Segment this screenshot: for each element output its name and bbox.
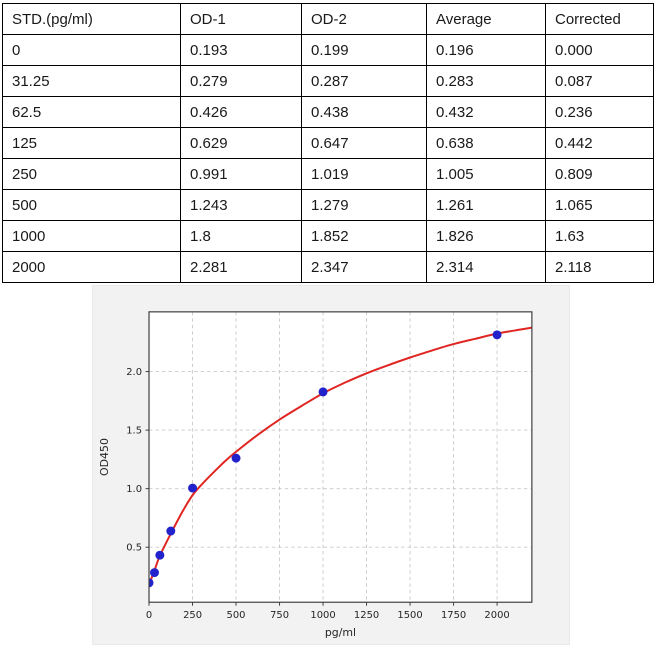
table-row: 500 1.243 1.279 1.261 1.065: [2, 189, 654, 221]
table-cell: 1.019: [301, 158, 427, 190]
table-cell: 1.261: [426, 189, 546, 221]
table-row: 2000 2.281 2.347 2.314 2.118: [2, 251, 654, 283]
table-cell: 2.118: [545, 251, 654, 283]
standards-table: STD.(pg/ml) OD-1 OD-2 Average Corrected 0 0.1…: [2, 3, 654, 283]
x-tick-label: 1250: [354, 610, 379, 621]
table-row: 250 0.991 1.019 1.005 0.809: [2, 158, 654, 190]
table-row: 0 0.193 0.199 0.196 0.000: [2, 34, 654, 66]
table-cell: 1.005: [426, 158, 546, 190]
x-tick-label: 2000: [484, 610, 509, 621]
table-cell: 1.63: [545, 220, 654, 252]
table-cell: 2000: [2, 251, 181, 283]
table-cell: 31.25: [2, 65, 181, 97]
y-tick-label: 0.5: [126, 543, 142, 554]
table-cell: 1.8: [180, 220, 302, 252]
table-cell: 0.199: [301, 34, 427, 66]
x-tick-label: 750: [270, 610, 289, 621]
table-cell: 0.193: [180, 34, 302, 66]
standard-curve-chart: 0 250 500 750 1000 1250 1500 1750 2000 0.5 1.0 1.5 2…: [98, 311, 533, 639]
table-cell: 125: [2, 127, 181, 159]
data-point: [231, 453, 241, 463]
y-tick-label: 1.0: [126, 484, 142, 495]
column-header: OD-1: [180, 3, 302, 35]
x-tick-label: 500: [227, 610, 246, 621]
y-axis-label: OD450: [98, 438, 111, 476]
x-tick-label: 1750: [441, 610, 466, 621]
x-tick-label: 1000: [310, 610, 335, 621]
table-cell: 500: [2, 189, 181, 221]
y-tick-label: 2.0: [126, 367, 142, 378]
data-point: [492, 330, 502, 340]
data-point: [166, 526, 176, 536]
plot-border: [148, 311, 533, 603]
fit-curve: [149, 326, 532, 585]
table-cell: 2.314: [426, 251, 546, 283]
table-cell: 1.826: [426, 220, 546, 252]
table-cell: 1.065: [545, 189, 654, 221]
table-cell: 0.196: [426, 34, 546, 66]
table-row: 62.5 0.426 0.438 0.432 0.236: [2, 96, 654, 128]
table-cell: 1.243: [180, 189, 302, 221]
plot-area: [149, 311, 532, 603]
data-point: [150, 568, 159, 578]
column-header: OD-2: [301, 3, 427, 35]
table-cell: 0.438: [301, 96, 427, 128]
table-cell: 0.279: [180, 65, 302, 97]
data-point: [188, 483, 198, 493]
table-cell: 62.5: [2, 96, 181, 128]
table-cell: 0.647: [301, 127, 427, 159]
table-cell: 250: [2, 158, 181, 190]
table-row: 1000 1.8 1.852 1.826 1.63: [2, 220, 654, 252]
column-header: Average: [426, 3, 546, 35]
y-tick-label: 1.5: [126, 426, 142, 437]
data-point: [318, 387, 328, 397]
data-point: [155, 550, 165, 560]
table-cell: 0.283: [426, 65, 546, 97]
table-cell: 0.629: [180, 127, 302, 159]
table-cell: 1.852: [301, 220, 427, 252]
column-header: Corrected: [545, 3, 654, 35]
table-cell: 0: [2, 34, 181, 66]
standard-curve-figure: 0 250 500 750 1000 1250 1500 1750 2000 0.5 1.0 1.5 2…: [92, 285, 570, 645]
table-cell: 0.287: [301, 65, 427, 97]
table-cell: 0.638: [426, 127, 546, 159]
table-header-row: STD.(pg/ml) OD-1 OD-2 Average Corrected: [2, 3, 654, 35]
table-cell: 0.809: [545, 158, 654, 190]
x-tick-label: 0: [146, 610, 152, 621]
table-cell: 1000: [2, 220, 181, 252]
x-tick-label: 250: [183, 610, 202, 621]
table-row: 31.25 0.279 0.287 0.283 0.087: [2, 65, 654, 97]
table-cell: 0.236: [545, 96, 654, 128]
table-row: 125 0.629 0.647 0.638 0.442: [2, 127, 654, 159]
data-point: [149, 578, 154, 588]
table-cell: 2.347: [301, 251, 427, 283]
table-cell: 0.442: [545, 127, 654, 159]
x-axis-label: pg/ml: [325, 626, 356, 639]
table-cell: 0.426: [180, 96, 302, 128]
x-tick-label: 1500: [397, 610, 422, 621]
table-cell: 0.991: [180, 158, 302, 190]
table-cell: 1.279: [301, 189, 427, 221]
table-cell: 0.432: [426, 96, 546, 128]
table-cell: 0.000: [545, 34, 654, 66]
table-cell: 0.087: [545, 65, 654, 97]
column-header: STD.(pg/ml): [2, 3, 181, 35]
table-cell: 2.281: [180, 251, 302, 283]
